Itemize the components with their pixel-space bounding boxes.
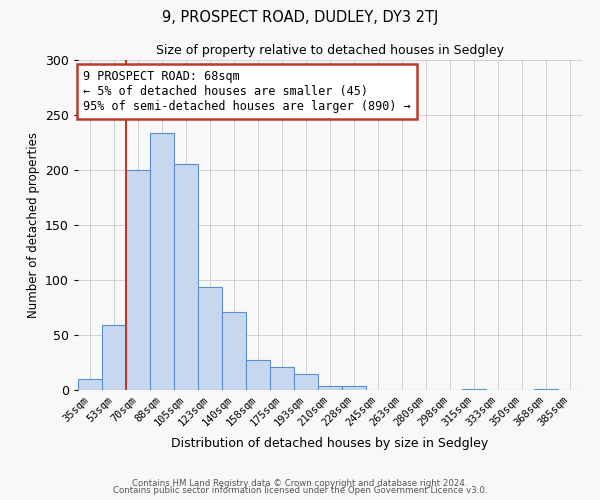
Bar: [246, 360, 270, 390]
Bar: [270, 367, 294, 390]
Text: Contains HM Land Registry data © Crown copyright and database right 2024.: Contains HM Land Registry data © Crown c…: [132, 478, 468, 488]
Y-axis label: Number of detached properties: Number of detached properties: [26, 132, 40, 318]
Bar: [174, 164, 198, 390]
Text: Contains public sector information licensed under the Open Government Licence v3: Contains public sector information licen…: [113, 486, 487, 495]
Bar: [462, 389, 486, 390]
Bar: [150, 132, 174, 390]
Text: 9 PROSPECT ROAD: 68sqm
← 5% of detached houses are smaller (45)
95% of semi-deta: 9 PROSPECT ROAD: 68sqm ← 5% of detached …: [83, 70, 411, 113]
Bar: [222, 312, 246, 390]
Bar: [342, 386, 366, 390]
X-axis label: Distribution of detached houses by size in Sedgley: Distribution of detached houses by size …: [172, 437, 488, 450]
Bar: [78, 379, 102, 390]
Bar: [102, 325, 126, 390]
Bar: [198, 286, 222, 390]
Title: Size of property relative to detached houses in Sedgley: Size of property relative to detached ho…: [156, 44, 504, 58]
Text: 9, PROSPECT ROAD, DUDLEY, DY3 2TJ: 9, PROSPECT ROAD, DUDLEY, DY3 2TJ: [162, 10, 438, 25]
Bar: [126, 170, 150, 390]
Bar: [294, 374, 318, 390]
Bar: [534, 389, 558, 390]
Bar: [318, 386, 342, 390]
